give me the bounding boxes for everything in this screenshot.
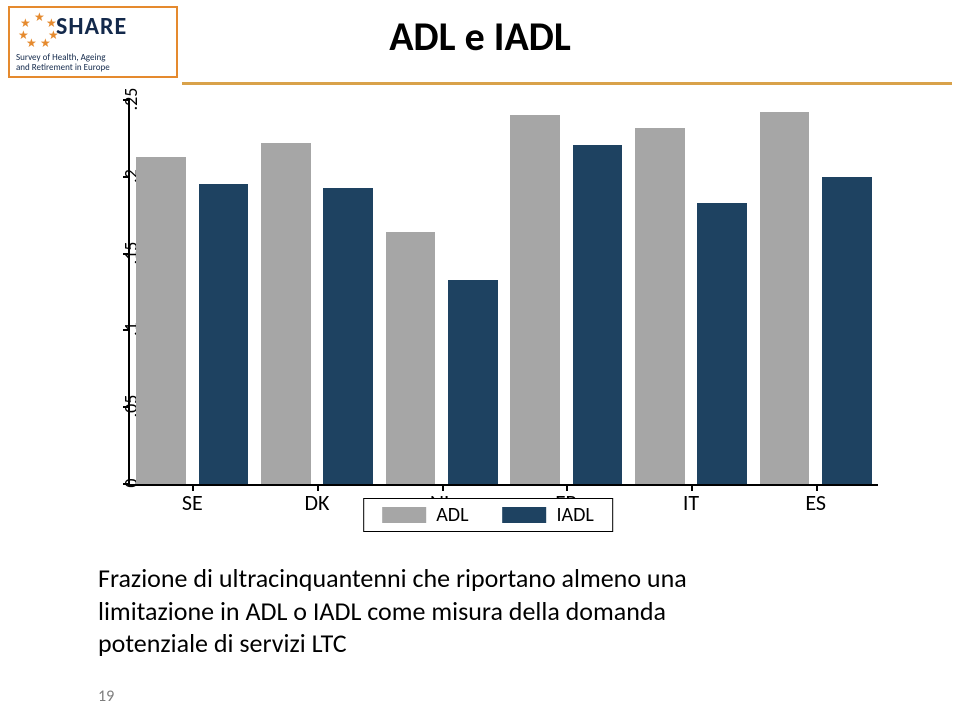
bar-adl-dk [261,143,311,484]
page-number: 19 [98,687,114,706]
legend-swatch-adl [382,507,426,523]
bar-iadl-fr [573,145,623,484]
slide: ★ ★ ★ ★ ★ ★ ★ SHARE Survey of Health, Ag… [0,0,960,720]
caption-line1: Frazione di ultracinquantenni che riport… [98,562,687,594]
bar-adl-es [760,112,810,484]
bar-adl-se [136,157,186,484]
bar-adl-fr [510,115,560,484]
bar-iadl-se [199,184,249,484]
xtick-label: SE [182,489,203,516]
legend-swatch-iadl [502,507,546,523]
bar-chart: 0.05.1.15.2.25SEDKNLFRITES ADL IADL [98,100,878,530]
plot-area: 0.05.1.15.2.25SEDKNLFRITES [128,100,878,486]
legend: ADL IADL [363,498,613,532]
xtick-label: ES [805,489,826,516]
caption-line3: potenziale di servizi LTC [98,627,347,659]
ytick-label: .25 [120,86,142,112]
bar-iadl-es [822,177,872,484]
bar-iadl-it [697,203,747,484]
caption: Frazione di ultracinquantenni che riport… [98,562,920,660]
bar-adl-nl [386,232,436,484]
legend-label-adl: ADL [436,503,468,527]
xtick-label: DK [305,489,330,516]
legend-label-iadl: IADL [556,503,593,527]
legend-item-iadl: IADL [502,503,593,527]
caption-line2: limitazione in ADL o IADL come misura de… [98,595,666,627]
logo-subtitle-line2: and Retirement in Europe [16,62,110,73]
bar-adl-it [635,128,685,484]
title-underline [182,82,952,85]
page-title: ADL e IADL [0,12,960,61]
legend-item-adl: ADL [382,503,468,527]
xtick-label: IT [683,489,699,516]
bar-iadl-dk [323,188,373,484]
bar-iadl-nl [448,280,498,484]
